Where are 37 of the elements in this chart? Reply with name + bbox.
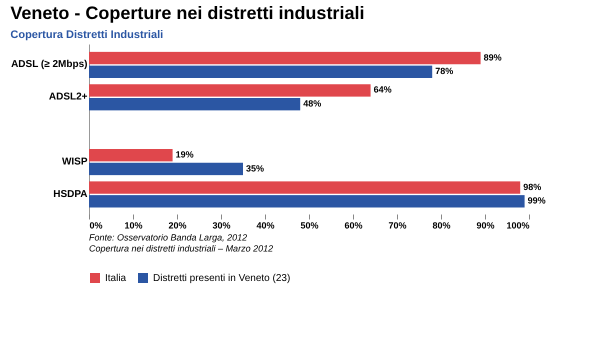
y-tick-label: ADSL (≥ 2Mbps) <box>11 59 88 70</box>
data-label: 19% <box>176 150 194 160</box>
bar <box>89 181 520 194</box>
x-tick-label: 20% <box>168 220 187 230</box>
bar <box>89 195 525 208</box>
data-label: 48% <box>303 98 322 108</box>
data-label: 78% <box>435 66 454 76</box>
x-tick-label: 60% <box>344 220 363 230</box>
x-tick-label: 0% <box>90 220 103 230</box>
x-tick-label: 70% <box>388 220 407 230</box>
y-tick-label: HSDPA <box>53 188 88 200</box>
y-tick-label: ADSL2+ <box>48 92 88 103</box>
bar <box>89 98 300 110</box>
x-tick-label: 100% <box>506 220 530 230</box>
bar <box>89 162 243 176</box>
data-label: 99% <box>528 196 546 206</box>
text: Copertura nei distretti industriali – Marzo 2012 <box>89 244 274 254</box>
legend-label: Distretti presenti in Veneto (23) <box>153 273 290 284</box>
x-tick-label: 30% <box>212 220 231 230</box>
legend-label: Italia <box>105 273 127 284</box>
bar <box>89 52 481 64</box>
chart-title: Veneto - Coperture nei distretti industriali <box>10 3 364 23</box>
data-label: 98% <box>523 182 542 192</box>
data-label: 35% <box>246 163 264 174</box>
data-label: 64% <box>374 84 392 95</box>
x-tick-label: 40% <box>256 220 275 230</box>
bar <box>89 66 432 78</box>
bar <box>89 148 173 162</box>
source-note: Fonte: Osservatorio Banda Larga, 2012 <box>89 232 248 242</box>
data-label: 89% <box>484 52 502 62</box>
x-tick-label: 90% <box>476 220 495 230</box>
x-tick-label: 80% <box>432 220 451 230</box>
chart-subtitle: Copertura Distretti Industriali <box>10 29 164 41</box>
y-tick-label: WISP <box>62 156 88 168</box>
bar <box>89 84 371 97</box>
x-tick-label: 10% <box>124 220 143 230</box>
x-tick-label: 50% <box>300 220 319 230</box>
